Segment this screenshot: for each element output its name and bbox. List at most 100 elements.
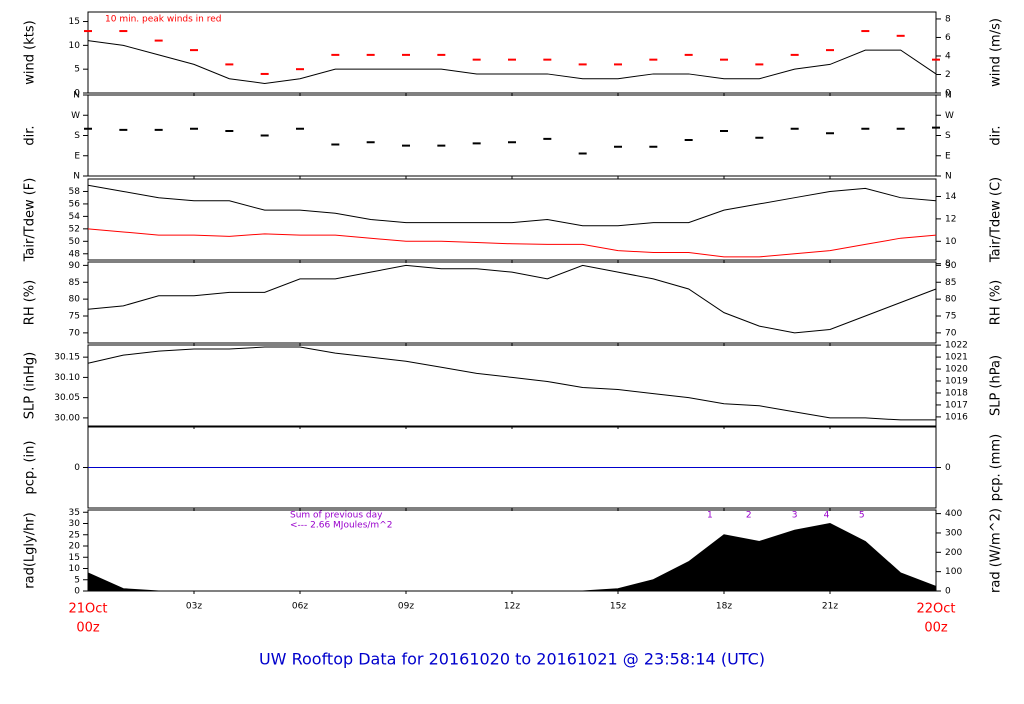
y-tick-label: 20 <box>69 542 81 552</box>
marker-label: 2 <box>746 511 752 521</box>
line <box>87 184 937 227</box>
y-tick-label: 15 <box>69 17 80 27</box>
y2-tick-label: 12 <box>945 214 956 224</box>
marker-label: 5 <box>859 511 865 521</box>
y2-tick-label: 2 <box>945 70 951 80</box>
x-tick-label: 09z <box>398 602 414 612</box>
y-tick-label: 35 <box>69 508 80 518</box>
y-tick-label: 58 <box>69 187 81 197</box>
y2-tick-label: 100 <box>945 567 962 577</box>
y2-tick-label: 4 <box>945 51 951 61</box>
y-tick-label: W <box>71 111 80 121</box>
y2-tick-label: 85 <box>945 278 956 288</box>
y2-tick-label: N <box>945 172 952 182</box>
y2-tick-label: 300 <box>945 528 962 538</box>
y-axis-label: SLP (inHg) <box>23 352 38 420</box>
y2-tick-label: 0 <box>945 89 951 99</box>
y-tick-label: N <box>73 172 80 182</box>
y-tick-label: 0 <box>74 587 80 597</box>
y-tick-label: 52 <box>69 224 80 234</box>
line <box>87 264 937 334</box>
y2-tick-label: 1020 <box>945 365 968 375</box>
y-tick-label: E <box>74 151 80 161</box>
y2-tick-label: 1017 <box>945 400 968 410</box>
area <box>87 522 937 592</box>
y-tick-label: S <box>74 131 80 141</box>
y-tick-label: 80 <box>69 295 81 305</box>
x-end-label: 22Oct <box>916 602 955 617</box>
y2-tick-label: 14 <box>945 192 957 202</box>
y2-axis-label: SLP (hPa) <box>989 355 1004 416</box>
y-tick-label: 48 <box>69 249 81 259</box>
x-tick-label: 03z <box>186 602 202 612</box>
x-tick-label: 15z <box>610 602 626 612</box>
y2-axis-label: rad (W/m^2) <box>989 508 1004 593</box>
marker-label: 1 <box>707 511 713 521</box>
panel-frame <box>87 178 937 261</box>
y-tick-label: 30.15 <box>54 353 80 363</box>
y2-axis-label: wind (m/s) <box>989 18 1004 87</box>
panel-frame <box>87 94 937 177</box>
x-end-label: 00z <box>924 621 948 636</box>
y2-tick-label: E <box>945 151 951 161</box>
y-tick-label: 10 <box>69 41 81 51</box>
y-tick-label: 25 <box>69 530 80 540</box>
y2-tick-label: 0 <box>945 463 951 473</box>
y-axis-label: RH (%) <box>23 280 38 325</box>
panel-frame <box>87 261 937 344</box>
y2-tick-label: 1018 <box>945 388 968 398</box>
x-tick-label: 06z <box>292 602 308 612</box>
y2-tick-label: 1016 <box>945 412 968 422</box>
y2-tick-label: 70 <box>945 328 957 338</box>
y-tick-label: 90 <box>69 261 81 271</box>
y-tick-label: 0 <box>74 463 80 473</box>
y2-tick-label: 6 <box>945 33 951 43</box>
y2-tick-label: 8 <box>945 14 951 24</box>
x-tick-label: 21z <box>822 602 838 612</box>
y-tick-label: 30.10 <box>54 373 80 383</box>
y-tick-label: 5 <box>74 65 80 75</box>
y2-tick-label: 1021 <box>945 353 968 363</box>
annotation: Sum of previous day <box>290 511 383 521</box>
x-end-label: 21Oct <box>68 602 107 617</box>
y2-axis-label: Tair/Tdew (C) <box>989 177 1004 263</box>
y2-tick-label: 90 <box>945 261 957 271</box>
y2-tick-label: W <box>945 111 954 121</box>
y-tick-label: 50 <box>69 237 81 247</box>
y-tick-label: 30 <box>69 519 81 529</box>
y2-axis-label: RH (%) <box>989 280 1004 325</box>
x-tick-label: 18z <box>716 602 732 612</box>
y-tick-label: 10 <box>69 564 81 574</box>
y-tick-label: 5 <box>74 575 80 585</box>
y-tick-label: 56 <box>69 199 81 209</box>
y-axis-label: Tair/Tdew (F) <box>23 178 38 263</box>
line <box>87 40 937 84</box>
y-tick-label: 30.05 <box>54 393 80 403</box>
chart-title: UW Rooftop Data for 20161020 to 20161021… <box>259 650 765 669</box>
y2-tick-label: S <box>945 131 951 141</box>
x-end-label: 00z <box>76 621 100 636</box>
y-tick-label: 70 <box>69 328 81 338</box>
y2-tick-label: 80 <box>945 295 957 305</box>
y2-tick-label: 200 <box>945 548 962 558</box>
annotation: <--- 2.66 MJoules/m^2 <box>290 521 392 531</box>
y2-axis-label: pcp. (mm) <box>989 434 1004 501</box>
annotation: 10 min. peak winds in red <box>105 15 222 25</box>
y-axis-label: rad(Lgly/hr) <box>23 512 38 588</box>
y2-tick-label: 10 <box>945 237 957 247</box>
line <box>87 346 936 421</box>
y2-tick-label: 400 <box>945 509 962 519</box>
y2-axis-label: dir. <box>989 125 1004 145</box>
y-axis-label: wind (kts) <box>23 20 38 84</box>
y-tick-label: 85 <box>69 278 80 288</box>
y2-tick-label: N <box>945 91 952 101</box>
y-tick-label: 0 <box>74 89 80 99</box>
y-axis-label: dir. <box>23 125 38 145</box>
x-tick-label: 12z <box>504 602 520 612</box>
y-tick-label: 15 <box>69 553 80 563</box>
y2-tick-label: 1022 <box>945 341 968 351</box>
y-tick-label: N <box>73 91 80 101</box>
y2-tick-label: 8 <box>945 259 951 269</box>
y-tick-label: 30.00 <box>54 413 80 423</box>
